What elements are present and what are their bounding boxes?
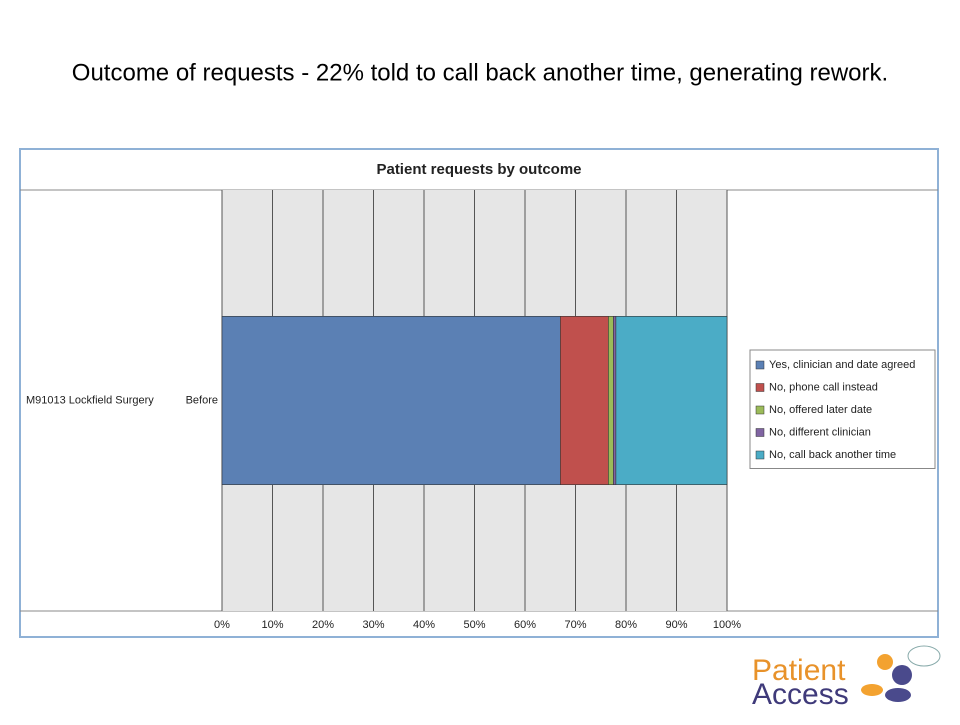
legend-label: No, different clinician — [769, 426, 871, 438]
legend-label: No, phone call instead — [769, 381, 878, 393]
x-tick-label: 20% — [312, 619, 334, 631]
bar-segment — [608, 315, 614, 485]
chart-title: Patient requests by outcome — [376, 161, 581, 178]
bar-segment — [613, 315, 617, 485]
logo-icon — [877, 654, 893, 670]
logo: Patient Access — [752, 645, 941, 711]
legend-label: No, offered later date — [769, 404, 872, 416]
category-label: Before — [186, 394, 218, 406]
x-tick-label: 80% — [615, 619, 637, 631]
logo-icon — [907, 645, 941, 667]
legend-label: No, call back another time — [769, 449, 896, 461]
bar-segment — [615, 315, 728, 485]
logo-icon — [861, 684, 883, 696]
category-group-label: M91013 Lockfield Surgery — [26, 394, 154, 406]
legend-swatch — [755, 450, 765, 460]
legend-swatch — [755, 360, 765, 370]
x-tick-label: 0% — [214, 619, 230, 631]
x-tick-label: 30% — [362, 619, 384, 631]
x-tick-label: 50% — [463, 619, 485, 631]
bar-segment — [560, 315, 609, 485]
x-tick-label: 40% — [413, 619, 435, 631]
legend-swatch — [755, 405, 765, 415]
x-tick-label: 70% — [564, 619, 586, 631]
x-tick-label: 10% — [261, 619, 283, 631]
logo-icon — [892, 665, 912, 685]
legend-label: Yes, clinician and date agreed — [769, 359, 915, 371]
slide-title: Outcome of requests - 22% told to call b… — [72, 59, 888, 86]
x-tick-label: 90% — [665, 619, 687, 631]
x-tick-label: 100% — [713, 619, 741, 631]
logo-text: Patient — [752, 654, 846, 687]
legend-box — [749, 349, 936, 469]
bar-segment — [221, 315, 561, 485]
legend-swatch — [755, 383, 765, 392]
x-tick-label: 60% — [514, 619, 536, 631]
logo-icon — [885, 688, 911, 702]
legend-swatch — [755, 428, 765, 437]
logo-text: Access — [752, 678, 849, 711]
